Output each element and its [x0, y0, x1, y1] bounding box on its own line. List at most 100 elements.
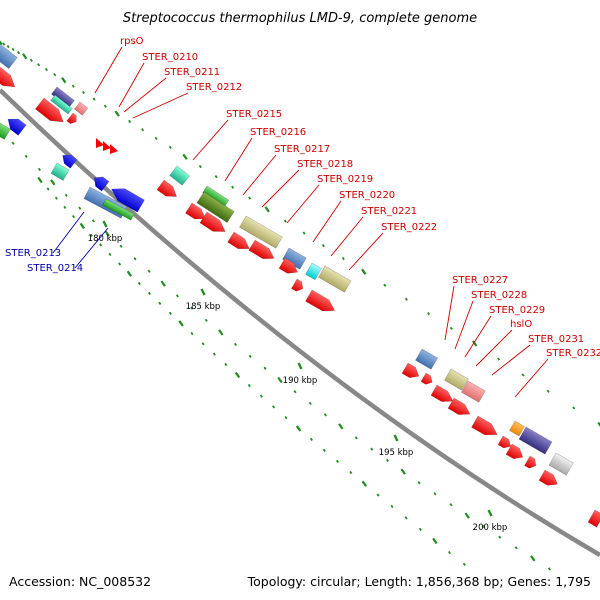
- gene-label-forward: STER_0222: [381, 222, 437, 233]
- cds-box: [444, 368, 469, 391]
- features-layer: [0, 43, 600, 528]
- cds-arrow: [524, 455, 537, 469]
- scale-tick: [128, 119, 132, 124]
- scale-tick: [247, 383, 251, 388]
- scale-tick-label: 185 kbp: [186, 302, 221, 312]
- cds-feature: [0, 66, 16, 88]
- scale-tick: [91, 219, 95, 223]
- gene-label-forward: STER_0218: [297, 159, 353, 170]
- scale-tick: [108, 252, 112, 257]
- gene-label-leader: [312, 200, 342, 243]
- gene-label-leader: [242, 154, 277, 196]
- scale-tick: [546, 389, 550, 393]
- gene-label-leader: [286, 184, 320, 224]
- cds-feature: [447, 397, 471, 415]
- scale-tick: [521, 373, 525, 377]
- scale-tick: [0, 40, 3, 46]
- scale-tick: [427, 312, 431, 316]
- cds-arrow: [62, 154, 78, 169]
- scale-tick: [572, 406, 576, 410]
- cds-feature: [248, 239, 275, 259]
- cds-arrow: [420, 372, 433, 385]
- gene-label-forward: STER_0215: [226, 109, 282, 120]
- cds-box: [196, 191, 235, 223]
- scale-tick: [2, 42, 6, 46]
- cds-feature: [50, 162, 70, 181]
- scale-tick: [309, 437, 313, 441]
- scale-tick: [354, 436, 358, 440]
- gene-label-forward: STER_0228: [471, 290, 527, 301]
- scale-tick: [472, 340, 478, 347]
- map-title: Streptococcus thermophilus LMD-9, comple…: [123, 11, 477, 26]
- scale-tick: [302, 231, 306, 235]
- cds-arrow: [66, 112, 77, 124]
- cds-feature: [199, 211, 226, 232]
- cds-box: [305, 262, 322, 281]
- gene-label-forward: STER_0231: [528, 334, 584, 345]
- scale-tick: [37, 167, 41, 172]
- scale-tick: [277, 376, 283, 384]
- gene-label-forward: STER_0229: [489, 305, 545, 316]
- scale-tick: [404, 297, 408, 301]
- cds-feature: [471, 415, 498, 436]
- genome-summary-text: Topology: circular; Length: 1,856,368 bp…: [247, 574, 591, 589]
- cds-feature: [401, 362, 420, 379]
- cds-box: [0, 122, 11, 140]
- scale-tick: [71, 214, 76, 219]
- gene-label-forward: STER_0210: [142, 52, 198, 63]
- reverse-cds: [62, 154, 78, 169]
- cds-feature: [538, 469, 558, 486]
- scale-tick: [50, 179, 56, 186]
- cds-feature: [497, 435, 512, 449]
- gene-label-leader: [475, 329, 513, 367]
- cds-box: [509, 420, 525, 437]
- cds-arrow: [185, 202, 206, 220]
- cds-arrow: [497, 435, 512, 449]
- scale-tick: [53, 73, 57, 77]
- scale-tick: [103, 104, 107, 108]
- gene-label-forward: STER_0220: [339, 190, 395, 201]
- gene-label-leader: [123, 77, 167, 113]
- scale-tick: [190, 331, 194, 336]
- cds-feature: [196, 191, 235, 223]
- scale-tick: [370, 447, 374, 451]
- cds-arrow: [199, 211, 226, 232]
- cds-feature: [518, 426, 553, 455]
- scale-tick: [338, 423, 344, 430]
- cds-feature: [35, 97, 64, 123]
- scale-tick: [432, 537, 438, 545]
- scale-tick: [417, 481, 421, 485]
- cds-feature: [548, 452, 574, 476]
- cds-box: [318, 265, 352, 293]
- gene-label-forward: STER_0216: [250, 127, 306, 138]
- gene-label-leader: [464, 315, 492, 358]
- small-cds-arrow: [103, 141, 111, 151]
- scale-tick: [178, 320, 184, 327]
- gene-label-reverse: STER_0214: [27, 263, 83, 274]
- reverse-cds: [7, 118, 27, 136]
- cds-feature: [239, 215, 283, 249]
- scale-tick: [141, 128, 145, 132]
- scale-tick: [264, 206, 270, 213]
- scale-tick: [204, 318, 208, 322]
- cds-feature: [509, 420, 525, 437]
- cds-box: [415, 348, 438, 370]
- cds-box: [50, 94, 73, 115]
- gene-label-leader: [94, 46, 123, 94]
- scale-tick: [81, 90, 85, 95]
- gene-label-leader: [224, 137, 253, 182]
- scale-tick: [385, 458, 389, 463]
- cds-feature: [461, 380, 486, 403]
- reverse-cds: [111, 188, 145, 213]
- reverse-cds: [94, 176, 110, 192]
- scale-tick: [449, 503, 453, 507]
- cds-arrow: [430, 384, 454, 402]
- scale-tick: [154, 136, 158, 140]
- cds-arrow: [291, 278, 304, 292]
- scale-tick: [498, 535, 502, 539]
- scale-tick-label: 190 kbp: [283, 376, 318, 386]
- major-scale-tick: [200, 288, 206, 296]
- gene-label-forward: STER_0232: [546, 348, 600, 359]
- major-scale-tick: [297, 362, 303, 370]
